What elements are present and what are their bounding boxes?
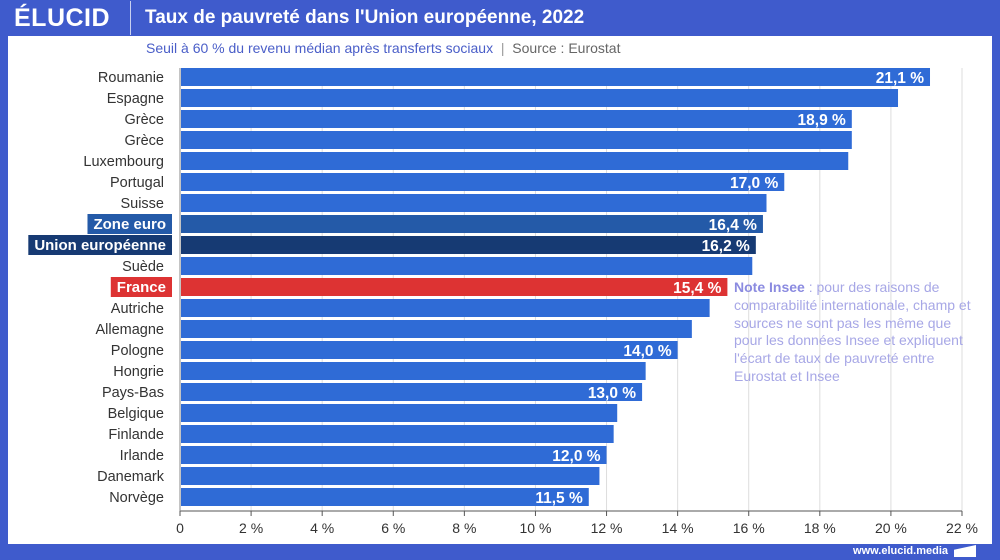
x-tick-label: 8 % (452, 520, 476, 536)
x-tick-label: 10 % (519, 520, 551, 536)
category-label: Union européenne (34, 237, 166, 254)
x-tick-label: 18 % (804, 520, 836, 536)
category-label-bg (28, 235, 172, 255)
subtitle: Seuil à 60 % du revenu médian après tran… (146, 40, 621, 56)
note-insee: Note Insee : pour des raisons de compara… (734, 279, 979, 386)
data-label: 17,0 % (730, 175, 778, 192)
bar (181, 446, 607, 464)
subtitle-text: Seuil à 60 % du revenu médian après tran… (146, 40, 494, 56)
data-label: 14,0 % (623, 343, 671, 360)
category-label: Danemark (97, 469, 165, 485)
header: ÉLUCID Taux de pauvreté dans l'Union eur… (0, 0, 1000, 36)
bar (181, 362, 646, 380)
category-label: Zone euro (93, 216, 166, 233)
source: Source : Eurostat (512, 40, 621, 56)
note-text: : pour des raisons de comparabilité inte… (734, 279, 971, 384)
category-label: Autriche (111, 301, 164, 317)
x-tick-label: 6 % (381, 520, 405, 536)
category-label: Luxembourg (83, 154, 164, 170)
category-label: Pologne (111, 343, 164, 359)
bar (181, 341, 678, 359)
bar (181, 194, 767, 212)
category-label: Grèce (125, 112, 165, 128)
data-label: 13,0 % (588, 385, 636, 402)
data-label: 11,5 % (535, 490, 583, 507)
data-label: 12,0 % (552, 448, 600, 465)
x-tick-label: 22 % (946, 520, 978, 536)
bar (181, 152, 849, 170)
data-label: 16,2 % (702, 238, 750, 255)
bar (181, 257, 753, 275)
bar (181, 404, 618, 422)
x-tick-label: 20 % (875, 520, 907, 536)
category-label: Suède (122, 259, 164, 275)
bar (181, 425, 614, 443)
data-label: 16,4 % (709, 217, 757, 234)
category-label: Irlande (120, 448, 164, 464)
x-tick-label: 14 % (662, 520, 694, 536)
category-label: Roumanie (98, 70, 164, 86)
data-label: 21,1 % (876, 70, 924, 87)
bar (181, 467, 600, 485)
category-label: Pays-Bas (102, 385, 164, 401)
category-label: Allemagne (95, 322, 164, 338)
category-label: Portugal (110, 175, 164, 191)
bar (181, 173, 785, 191)
chart-title: Taux de pauvreté dans l'Union européenne… (145, 7, 585, 28)
category-label: Espagne (107, 91, 164, 107)
bar (181, 299, 710, 317)
bar (181, 236, 756, 254)
category-label-bg (110, 277, 172, 297)
data-label: 15,4 % (673, 280, 721, 297)
bar (181, 131, 852, 149)
bar (181, 110, 852, 128)
category-label: Hongrie (113, 364, 164, 380)
x-tick-label: 16 % (733, 520, 765, 536)
bar (181, 68, 931, 86)
footer-url[interactable]: www.elucid.media (853, 545, 948, 557)
bar (181, 383, 643, 401)
logo: ÉLUCID (14, 3, 111, 32)
category-label: Norvège (109, 490, 164, 506)
bar (181, 89, 899, 107)
data-label: 18,9 % (798, 112, 846, 129)
x-tick-label: 12 % (591, 520, 623, 536)
category-label: Belgique (108, 406, 164, 422)
category-label-bg (87, 214, 172, 234)
x-tick-label: 0 (176, 520, 184, 536)
bar (181, 278, 728, 296)
divider (130, 1, 131, 35)
x-tick-label: 4 % (310, 520, 334, 536)
bar (181, 215, 763, 233)
x-tick-label: 2 % (239, 520, 263, 536)
category-label: Finlande (108, 427, 164, 443)
category-label: Suisse (120, 196, 164, 212)
bar (181, 488, 589, 506)
bar (181, 320, 692, 338)
category-label: Grèce (125, 133, 165, 149)
note-label: Note Insee (734, 279, 805, 295)
category-label: France (117, 279, 166, 296)
